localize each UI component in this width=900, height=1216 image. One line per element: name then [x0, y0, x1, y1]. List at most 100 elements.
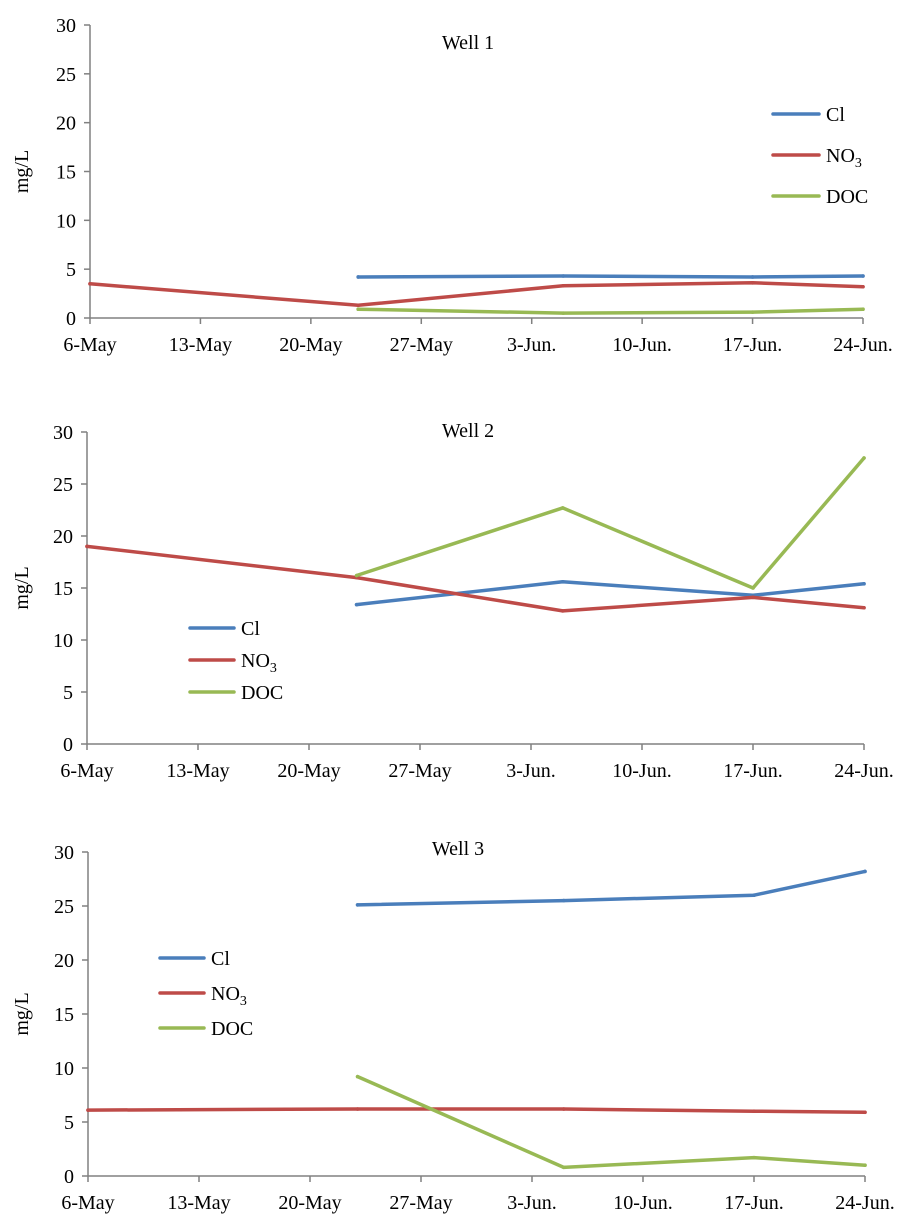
y-tick-label: 5: [66, 259, 76, 281]
x-tick-label: 17-Jun.: [723, 760, 782, 782]
data-point-doc: [356, 307, 360, 312]
data-point-cl: [354, 602, 359, 607]
x-tick-label: 20-May: [279, 334, 342, 356]
x-tick-label: 17-Jun.: [723, 334, 782, 356]
chart-panel-2: 0 5 10 15 20 25 30 6-May 13-May 20-May 27-May 3-Jun…: [11, 420, 894, 782]
series-line-doc: [356, 307, 865, 315]
data-point-no3: [862, 605, 866, 610]
x-tick-label: 24-Jun.: [834, 760, 893, 782]
series-line-no3: [85, 544, 866, 613]
legend: Cl NO3 DOC: [188, 618, 283, 704]
y-tick-label: 25: [56, 64, 76, 86]
data-point-doc: [861, 307, 865, 312]
data-point-doc: [750, 310, 755, 314]
data-point-doc: [561, 311, 566, 315]
x-tick-label: 10-Jun.: [612, 760, 671, 782]
chart-title: Well 3: [432, 838, 484, 860]
x-tick-label: 6-May: [61, 1192, 114, 1214]
chart-panel-1: 0 5 10 15 20 25 30 6-May 13-May 20-May 27-May 3-Jun…: [11, 15, 893, 356]
y-tick-label: 20: [53, 526, 73, 548]
y-tick-label: 15: [56, 162, 76, 184]
x-tick-label: 13-May: [169, 334, 232, 356]
series-line-cl: [355, 869, 867, 907]
legend-label: Cl: [241, 618, 260, 640]
chart-title: Well 1: [442, 32, 494, 54]
y-tick-label: 20: [56, 113, 76, 135]
y-tick-label: 5: [63, 682, 73, 704]
data-point-cl: [561, 898, 566, 903]
data-point-cl: [561, 274, 566, 278]
legend-label: NO3: [241, 650, 277, 676]
data-point-no3: [750, 281, 755, 285]
y-tick-label: 15: [54, 1004, 74, 1026]
y-axis-label: mg/L: [11, 566, 33, 609]
data-point-doc: [560, 506, 565, 510]
y-tick-label: 10: [56, 210, 76, 232]
data-point-cl: [861, 274, 865, 278]
series-line-no3: [88, 281, 865, 308]
data-point-no3: [751, 595, 755, 600]
x-tick-label: 20-May: [277, 760, 340, 782]
x-tick-label: 20-May: [278, 1192, 341, 1214]
data-point-no3: [752, 1109, 756, 1113]
x-tick-label: 10-Jun.: [612, 334, 671, 356]
x-tick-label: 3-Jun.: [507, 1192, 556, 1214]
legend-label: DOC: [211, 1018, 253, 1040]
y-tick-label: 10: [53, 630, 73, 652]
y-tick-label: 0: [64, 1166, 74, 1188]
legend-label: DOC: [241, 682, 283, 704]
chart-title: Well 2: [442, 420, 494, 442]
x-tick-label: 27-May: [390, 334, 453, 356]
data-point-cl: [863, 869, 867, 874]
data-point-cl: [862, 582, 866, 586]
data-point-no3: [355, 1107, 360, 1111]
data-point-no3: [561, 1107, 566, 1111]
x-tick-label: 13-May: [166, 760, 229, 782]
legend-label: Cl: [826, 104, 845, 126]
series-line-cl: [356, 274, 865, 279]
data-point-doc: [354, 573, 359, 578]
data-point-cl: [750, 275, 755, 279]
y-tick-label: 15: [53, 578, 73, 600]
data-point-doc: [862, 456, 866, 460]
data-point-no3: [86, 1108, 90, 1112]
y-tick-label: 10: [54, 1058, 74, 1080]
y-tick-label: 25: [53, 474, 73, 496]
y-axis-label: mg/L: [11, 150, 33, 193]
data-point-doc: [752, 1155, 756, 1160]
chart-panel-3: 0 5 10 15 20 25 30 6-May 13-May 20-May 27-May 3-Jun…: [11, 838, 895, 1214]
series-line-no3: [86, 1107, 867, 1115]
y-tick-label: 20: [54, 950, 74, 972]
data-point-no3: [561, 283, 566, 288]
data-point-cl: [356, 275, 360, 279]
y-axis-label: mg/L: [11, 992, 33, 1035]
x-tick-label: 3-Jun.: [507, 334, 556, 356]
y-tick-label: 5: [64, 1112, 74, 1134]
data-point-no3: [863, 1110, 867, 1115]
data-point-no3: [88, 282, 92, 286]
data-point-no3: [560, 609, 565, 613]
x-tick-label: 17-Jun.: [724, 1192, 783, 1214]
x-tick-label: 27-May: [388, 760, 451, 782]
data-point-doc: [863, 1163, 867, 1167]
data-point-cl: [560, 579, 565, 584]
x-tick-label: 27-May: [389, 1192, 452, 1214]
x-tick-label: 13-May: [167, 1192, 230, 1214]
legend-label: NO3: [211, 983, 247, 1009]
data-point-no3: [85, 544, 89, 549]
legend: Cl NO3 DOC: [771, 104, 868, 208]
legend-label: NO3: [826, 145, 862, 171]
data-point-doc: [355, 1074, 360, 1079]
series-line-doc: [354, 456, 866, 590]
legend-label: DOC: [826, 186, 868, 208]
legend-label: Cl: [211, 948, 230, 970]
data-point-cl: [752, 893, 756, 897]
y-tick-label: 30: [56, 15, 76, 37]
x-tick-label: 3-Jun.: [506, 760, 555, 782]
series-line-doc: [355, 1074, 867, 1170]
data-point-no3: [356, 303, 360, 308]
data-point-doc: [561, 1165, 566, 1170]
x-tick-label: 6-May: [63, 334, 116, 356]
legend: Cl NO3 DOC: [158, 948, 253, 1040]
